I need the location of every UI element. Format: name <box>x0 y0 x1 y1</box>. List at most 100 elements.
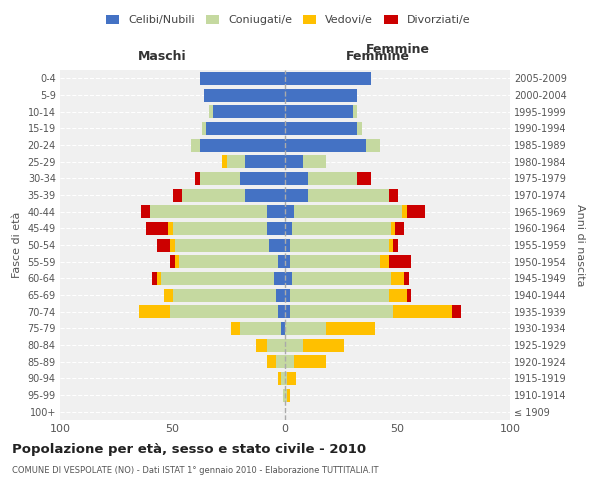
Bar <box>325 322 375 335</box>
Bar <box>195 172 199 185</box>
Bar <box>152 272 157 285</box>
Bar <box>170 238 175 252</box>
Bar <box>357 172 371 185</box>
Bar <box>287 388 290 402</box>
Bar <box>287 372 296 385</box>
Bar <box>146 222 168 235</box>
Text: Popolazione per età, sesso e stato civile - 2010: Popolazione per età, sesso e stato civil… <box>12 442 366 456</box>
Bar <box>452 305 461 318</box>
Text: COMUNE DI VESPOLATE (NO) - Dati ISTAT 1° gennaio 2010 - Elaborazione TUTTITALIA.: COMUNE DI VESPOLATE (NO) - Dati ISTAT 1°… <box>12 466 379 475</box>
Bar <box>150 205 267 218</box>
Bar <box>357 122 361 135</box>
Bar <box>209 105 213 118</box>
Bar <box>227 155 245 168</box>
Bar <box>285 288 290 302</box>
Bar <box>199 138 285 151</box>
Bar <box>182 188 245 202</box>
Bar <box>278 372 281 385</box>
Bar <box>206 122 285 135</box>
Bar <box>267 338 285 351</box>
Bar <box>285 355 294 368</box>
Bar <box>173 288 276 302</box>
Bar <box>213 105 285 118</box>
Bar <box>380 255 389 268</box>
Bar <box>285 88 357 102</box>
Bar <box>285 222 292 235</box>
Bar <box>285 338 303 351</box>
Bar <box>389 238 393 252</box>
Bar <box>281 372 285 385</box>
Bar <box>139 305 170 318</box>
Bar <box>290 288 389 302</box>
Bar <box>294 355 325 368</box>
Bar <box>222 155 227 168</box>
Bar <box>168 222 173 235</box>
Bar <box>173 188 182 202</box>
Bar <box>285 72 371 85</box>
Bar <box>389 188 398 202</box>
Bar <box>389 255 411 268</box>
Bar <box>179 255 278 268</box>
Bar <box>191 138 199 151</box>
Bar <box>290 305 393 318</box>
Bar <box>163 288 173 302</box>
Bar <box>285 255 290 268</box>
Bar <box>269 238 285 252</box>
Bar <box>274 272 285 285</box>
Bar <box>204 88 285 102</box>
Bar <box>199 172 240 185</box>
Bar <box>285 388 287 402</box>
Bar <box>303 155 325 168</box>
Bar <box>278 255 285 268</box>
Bar <box>240 172 285 185</box>
Bar <box>407 205 425 218</box>
Bar <box>285 305 290 318</box>
Bar <box>161 272 274 285</box>
Bar <box>391 222 395 235</box>
Bar <box>285 122 357 135</box>
Bar <box>353 105 357 118</box>
Bar <box>202 122 206 135</box>
Bar <box>285 238 290 252</box>
Bar <box>292 222 391 235</box>
Bar <box>141 205 150 218</box>
Bar <box>276 355 285 368</box>
Bar <box>276 288 285 302</box>
Bar <box>285 105 353 118</box>
Bar <box>393 238 398 252</box>
Bar <box>308 188 389 202</box>
Bar <box>283 388 285 402</box>
Bar <box>170 305 278 318</box>
Bar <box>175 255 179 268</box>
Bar <box>285 372 287 385</box>
Bar <box>245 155 285 168</box>
Bar <box>157 238 170 252</box>
Bar <box>308 172 357 185</box>
Bar <box>285 188 308 202</box>
Bar <box>294 205 402 218</box>
Y-axis label: Fasce di età: Fasce di età <box>12 212 22 278</box>
Bar <box>231 322 240 335</box>
Bar <box>245 188 285 202</box>
Bar <box>285 155 303 168</box>
Bar <box>391 272 404 285</box>
Bar <box>285 322 325 335</box>
Bar <box>173 222 267 235</box>
Bar <box>285 138 366 151</box>
Bar <box>157 272 161 285</box>
Bar <box>402 205 407 218</box>
Bar <box>267 355 276 368</box>
Text: Femmine: Femmine <box>365 43 430 56</box>
Bar <box>290 238 389 252</box>
Bar <box>393 305 452 318</box>
Text: Femmine: Femmine <box>346 50 410 62</box>
Bar <box>278 305 285 318</box>
Legend: Celibi/Nubili, Coniugati/e, Vedovi/e, Divorziati/e: Celibi/Nubili, Coniugati/e, Vedovi/e, Di… <box>101 10 475 30</box>
Bar <box>240 322 281 335</box>
Bar <box>292 272 391 285</box>
Bar <box>303 338 343 351</box>
Bar <box>395 222 404 235</box>
Bar <box>407 288 411 302</box>
Bar <box>285 272 292 285</box>
Bar <box>290 255 380 268</box>
